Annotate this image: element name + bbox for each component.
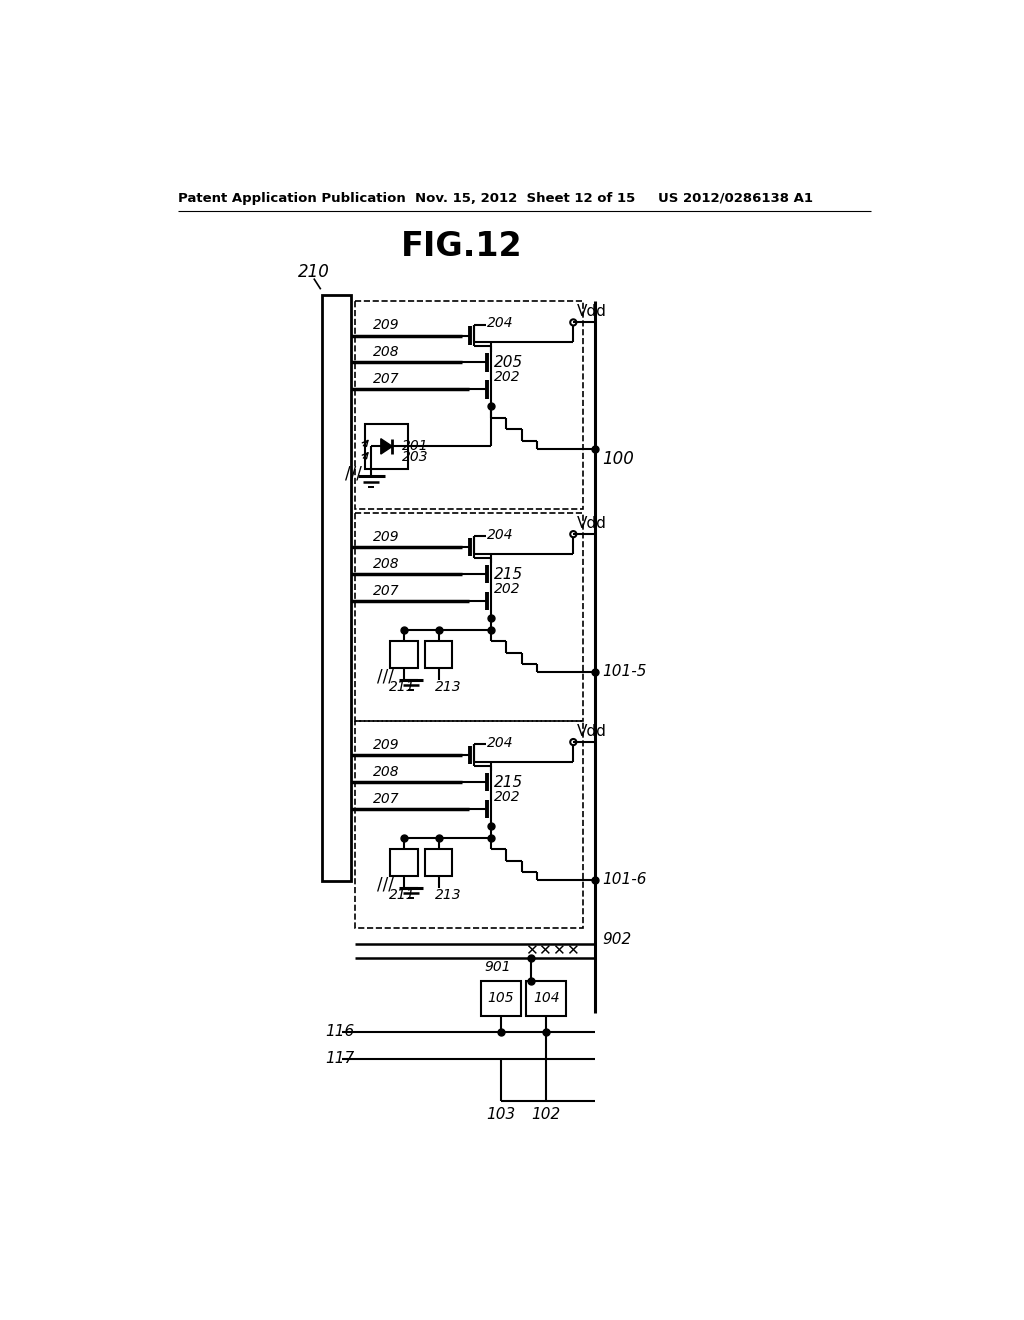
Text: 209: 209 bbox=[373, 531, 399, 544]
Text: 208: 208 bbox=[373, 346, 399, 359]
Bar bbox=[425, 642, 453, 668]
Text: ✕: ✕ bbox=[539, 944, 551, 958]
Text: 215: 215 bbox=[494, 566, 523, 582]
Text: 211: 211 bbox=[388, 680, 415, 694]
Text: 215: 215 bbox=[494, 775, 523, 789]
Text: 213: 213 bbox=[435, 680, 462, 694]
Text: 101-5: 101-5 bbox=[602, 664, 647, 680]
Text: Patent Application Publication: Patent Application Publication bbox=[178, 191, 407, 205]
Text: ✕: ✕ bbox=[524, 944, 538, 958]
Text: ///: /// bbox=[345, 465, 361, 482]
Text: 207: 207 bbox=[373, 585, 399, 598]
Text: ✕: ✕ bbox=[566, 944, 579, 958]
Text: 201: 201 bbox=[401, 440, 428, 453]
Text: 203: 203 bbox=[401, 450, 428, 465]
Text: ///: /// bbox=[377, 875, 394, 894]
Text: 211: 211 bbox=[388, 888, 415, 903]
Text: 204: 204 bbox=[487, 317, 514, 330]
Text: 204: 204 bbox=[487, 735, 514, 750]
Text: 116: 116 bbox=[326, 1024, 354, 1039]
Text: 202: 202 bbox=[494, 370, 520, 384]
Text: 102: 102 bbox=[531, 1107, 561, 1122]
Text: 100: 100 bbox=[602, 450, 635, 467]
Bar bbox=[355, 721, 583, 928]
Bar bbox=[526, 981, 566, 1016]
Text: 901: 901 bbox=[484, 960, 511, 974]
Text: Vdd: Vdd bbox=[577, 516, 606, 531]
Text: ✕: ✕ bbox=[552, 944, 565, 958]
Text: Vdd: Vdd bbox=[577, 723, 606, 739]
Text: 204: 204 bbox=[487, 528, 514, 543]
Text: 202: 202 bbox=[494, 582, 520, 595]
Text: 202: 202 bbox=[494, 789, 520, 804]
Bar bbox=[425, 849, 453, 876]
Text: 104: 104 bbox=[534, 991, 560, 1006]
Text: 208: 208 bbox=[373, 557, 399, 572]
Text: 210: 210 bbox=[298, 264, 331, 281]
Polygon shape bbox=[381, 438, 392, 454]
Bar bbox=[390, 642, 418, 668]
Text: 205: 205 bbox=[494, 355, 523, 370]
Text: 101-6: 101-6 bbox=[602, 873, 647, 887]
Text: US 2012/0286138 A1: US 2012/0286138 A1 bbox=[658, 191, 813, 205]
Text: 117: 117 bbox=[326, 1051, 354, 1067]
Text: 208: 208 bbox=[373, 766, 399, 779]
Text: 902: 902 bbox=[602, 932, 632, 948]
Bar bbox=[366, 424, 408, 469]
Text: ///: /// bbox=[377, 668, 394, 685]
Bar bbox=[322, 296, 351, 880]
Text: 207: 207 bbox=[373, 792, 399, 807]
Text: FIG.12: FIG.12 bbox=[400, 231, 522, 264]
Text: Nov. 15, 2012  Sheet 12 of 15: Nov. 15, 2012 Sheet 12 of 15 bbox=[416, 191, 636, 205]
Bar bbox=[481, 981, 521, 1016]
Bar bbox=[390, 849, 418, 876]
Text: 209: 209 bbox=[373, 318, 399, 333]
Text: 103: 103 bbox=[486, 1107, 515, 1122]
Bar bbox=[355, 301, 583, 508]
Text: 105: 105 bbox=[487, 991, 514, 1006]
Text: 207: 207 bbox=[373, 372, 399, 387]
Bar bbox=[355, 512, 583, 721]
Text: 213: 213 bbox=[435, 888, 462, 903]
Text: Vdd: Vdd bbox=[577, 304, 606, 319]
Text: 209: 209 bbox=[373, 738, 399, 752]
